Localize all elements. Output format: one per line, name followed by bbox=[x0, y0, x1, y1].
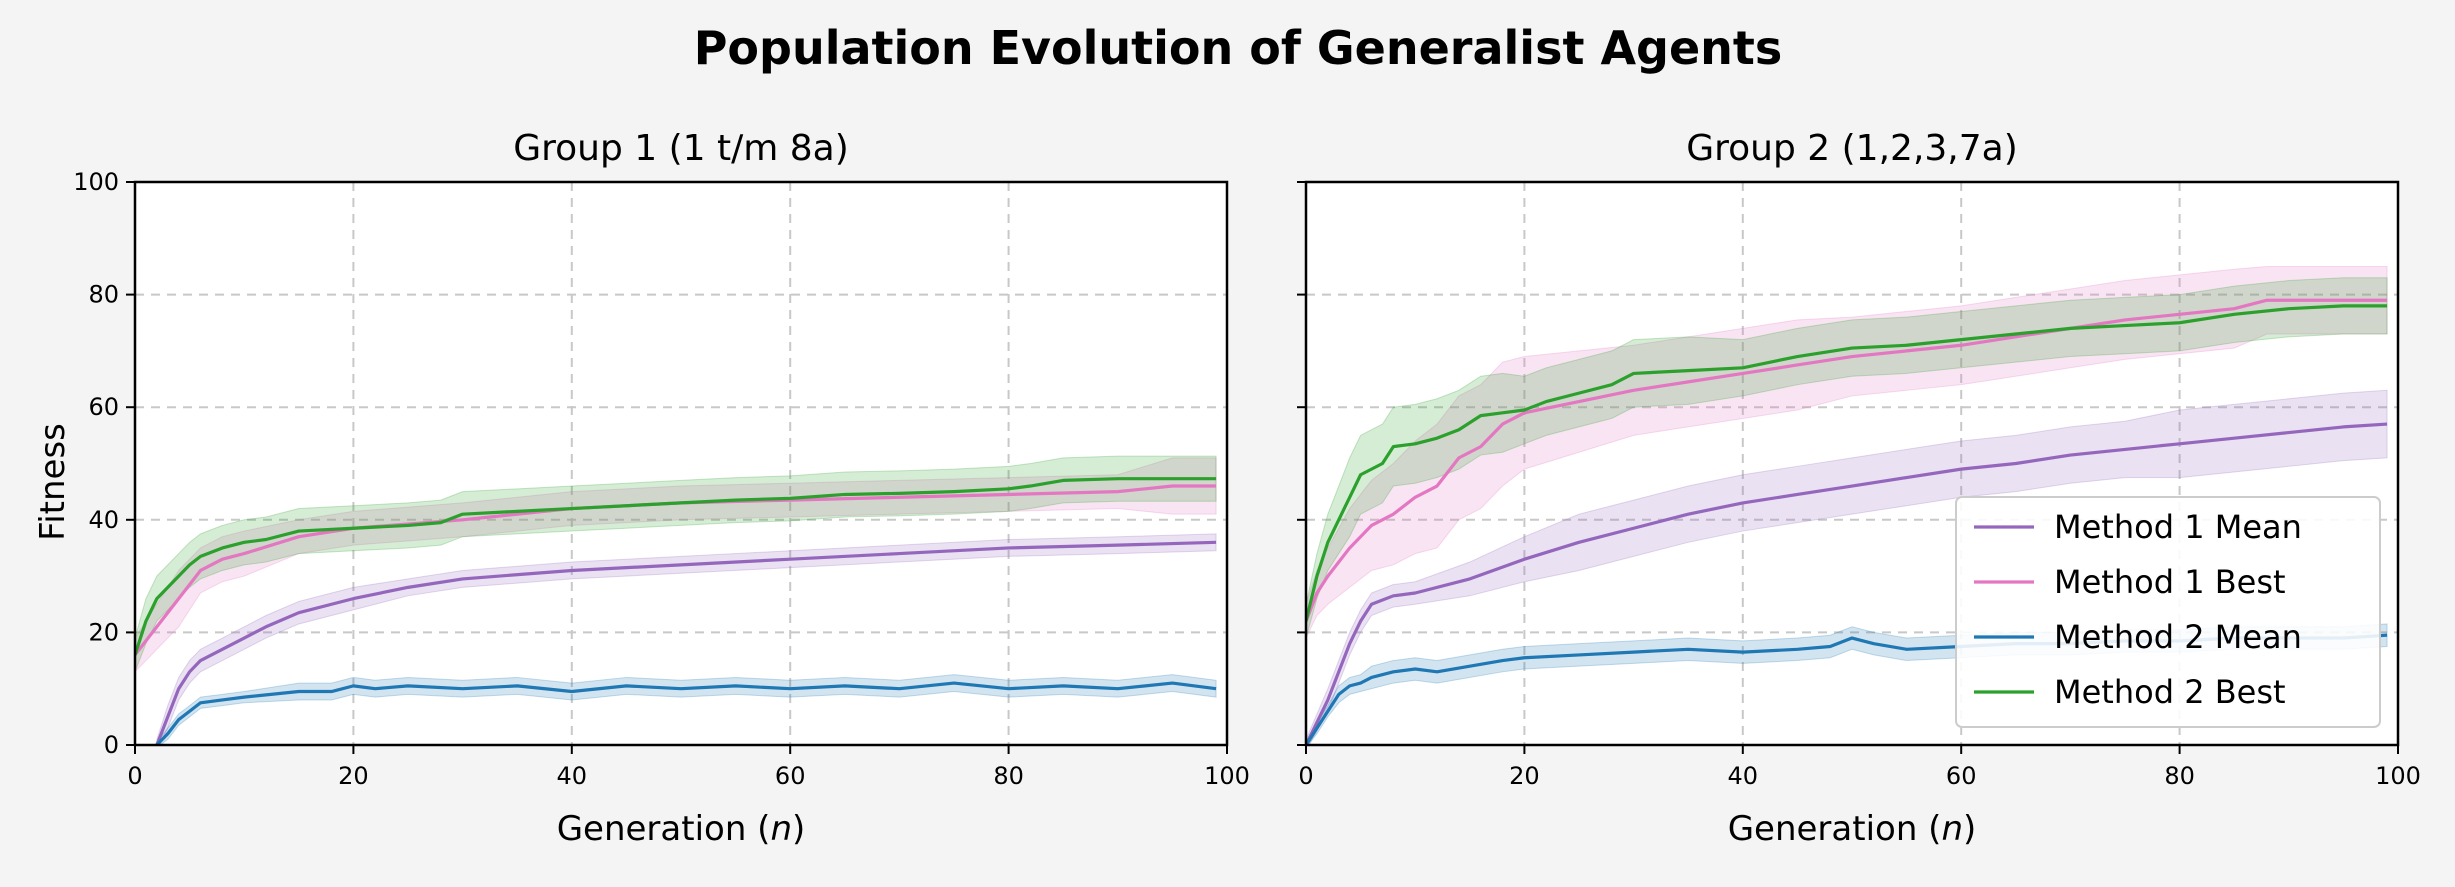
series-layer bbox=[1306, 265, 2388, 745]
y-tick-label: 100 bbox=[73, 168, 119, 196]
x-tick-label: 0 bbox=[1298, 762, 1313, 790]
plot-area bbox=[135, 182, 1227, 745]
y-tick-label: 0 bbox=[104, 731, 119, 759]
method-1-best-line bbox=[1306, 298, 2388, 622]
method-1-mean-line bbox=[155, 540, 1217, 745]
legend-label: Method 2 Best bbox=[2054, 673, 2286, 711]
legend-item: Method 2 Mean bbox=[1974, 618, 2302, 656]
subplot-group-1: 0 20 40 60 80 100 0 20 40 60 80 100 Group 1 (1 t/m 8… bbox=[73, 128, 1250, 849]
subplot-title: Group 2 (1,2,3,7a) bbox=[1686, 128, 2018, 169]
method-1-best-band bbox=[135, 457, 1217, 673]
figure-title: Population Evolution of Generalist Agent… bbox=[694, 21, 1783, 75]
legend: Method 1 Mean Method 1 Best Method 2 Mean M… bbox=[1955, 496, 2381, 728]
subplot-group-2: 0 20 40 60 80 100 Group 2 (1,2,3,7a) Generation… bbox=[1297, 128, 2421, 849]
legend-label: Method 1 Mean bbox=[2054, 508, 2302, 546]
x-tick-label: 80 bbox=[993, 762, 1024, 790]
method-1-mean-band bbox=[1306, 389, 2388, 745]
method-2-best-band bbox=[135, 455, 1217, 672]
method-2-best-line bbox=[135, 477, 1217, 656]
x-tick-label: 0 bbox=[127, 762, 142, 790]
axes-frame bbox=[1304, 180, 2400, 747]
legend-item: Method 2 Best bbox=[1974, 673, 2286, 711]
x-tick-label: 60 bbox=[1946, 762, 1977, 790]
y-tick-label: 40 bbox=[88, 506, 119, 534]
x-tick-label: 100 bbox=[1204, 762, 1250, 790]
legend-label: Method 1 Best bbox=[2054, 563, 2286, 601]
method-1-best-band bbox=[1306, 265, 2388, 639]
y-tick-label: 80 bbox=[88, 281, 119, 309]
x-axis-label: Generation (n) bbox=[557, 809, 806, 849]
method-2-mean-band bbox=[156, 674, 1217, 745]
y-tick-label: 20 bbox=[88, 618, 119, 646]
x-tick-label: 20 bbox=[1509, 762, 1540, 790]
subplot-title: Group 1 (1 t/m 8a) bbox=[513, 128, 849, 169]
legend-item: Method 1 Best bbox=[1974, 563, 2286, 601]
legend-label: Method 2 Mean bbox=[2054, 618, 2302, 656]
method-2-best-band bbox=[1306, 277, 2388, 639]
x-axis-label: Generation (n) bbox=[1728, 809, 1977, 849]
x-tick-label: 100 bbox=[2375, 762, 2421, 790]
axes-frame bbox=[133, 180, 1229, 747]
method-1-best-line bbox=[135, 484, 1217, 656]
x-tick-label: 80 bbox=[2164, 762, 2195, 790]
y-tick-label: 60 bbox=[88, 393, 119, 421]
method-2-best-line bbox=[1306, 304, 2388, 622]
x-tick-label: 60 bbox=[775, 762, 806, 790]
series-layer bbox=[135, 455, 1217, 745]
y-axis-label: Fitness bbox=[33, 423, 73, 541]
legend-item: Method 1 Mean bbox=[1974, 508, 2302, 546]
x-tick-label: 20 bbox=[338, 762, 369, 790]
x-tick-label: 40 bbox=[1728, 762, 1759, 790]
x-tick-label: 40 bbox=[557, 762, 588, 790]
legend-box bbox=[1955, 496, 2381, 728]
method-1-mean-line bbox=[1306, 422, 2388, 745]
method-2-mean-line bbox=[155, 681, 1217, 745]
